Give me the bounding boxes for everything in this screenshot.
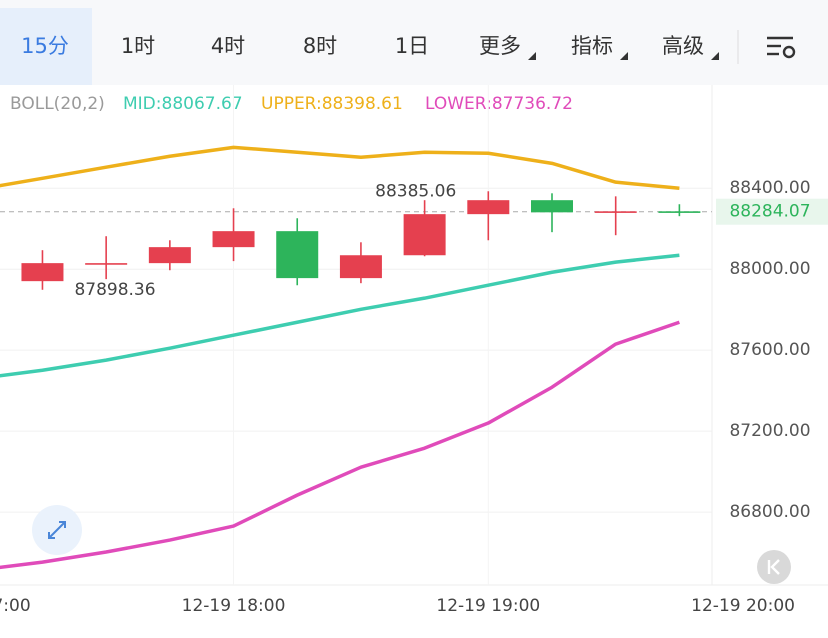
active-tab-bg xyxy=(0,8,92,85)
y-tick-label: 87600.00 xyxy=(729,340,810,360)
x-tick-label: 12-19 17:00 xyxy=(0,596,31,616)
candle-body xyxy=(531,200,573,213)
tab[interactable]: 1时 xyxy=(121,34,155,58)
band-legend: MID:88067.67 xyxy=(123,94,243,114)
dropdown-arrows xyxy=(528,52,719,60)
tab[interactable]: 1日 xyxy=(395,34,429,58)
candle-body xyxy=(467,200,510,215)
settings-icon[interactable] xyxy=(767,36,796,59)
last-price-box xyxy=(716,198,828,225)
candle-body xyxy=(276,231,319,279)
candle-body xyxy=(658,211,701,213)
max-label: 88385.06 xyxy=(375,181,456,201)
candle-body xyxy=(403,214,446,256)
x-tick-label: 12-19 20:00 xyxy=(691,596,795,616)
y-tick-label: 87200.00 xyxy=(729,421,810,441)
y-tick-label: 88000.00 xyxy=(729,259,810,279)
band-line xyxy=(0,145,680,190)
candle-body xyxy=(212,231,255,248)
x-tick-label: 12-19 18:00 xyxy=(182,596,286,616)
x-tick-label: 12-19 19:00 xyxy=(436,596,540,616)
indicator-name: BOLL(20,2) xyxy=(10,94,105,114)
y-tick-label: 88400.00 xyxy=(729,178,810,198)
candle-body xyxy=(594,211,637,213)
candle-body xyxy=(85,263,128,265)
tab[interactable]: 15分 xyxy=(21,34,69,58)
candle-body xyxy=(339,255,382,279)
y-tick-label: 86800.00 xyxy=(729,502,810,522)
band-line xyxy=(0,253,680,378)
tab[interactable]: 指标 xyxy=(571,34,613,58)
tab[interactable]: 更多 xyxy=(479,34,521,58)
tab[interactable]: 8时 xyxy=(303,34,337,58)
tab[interactable]: 4时 xyxy=(211,34,245,58)
band-legend: LOWER:87736.72 xyxy=(425,94,573,114)
min-label: 87898.36 xyxy=(74,280,155,300)
band-line xyxy=(0,320,680,570)
band-legend: UPPER:88398.61 xyxy=(261,94,403,114)
tab[interactable]: 高级 xyxy=(662,34,704,58)
candle-body xyxy=(148,247,191,264)
scroll-to-latest-button[interactable] xyxy=(757,550,791,584)
toolbar xyxy=(0,0,828,85)
last-price-label: 88284.07 xyxy=(729,202,810,222)
candle-body xyxy=(21,263,64,282)
expand-button[interactable] xyxy=(32,505,82,555)
